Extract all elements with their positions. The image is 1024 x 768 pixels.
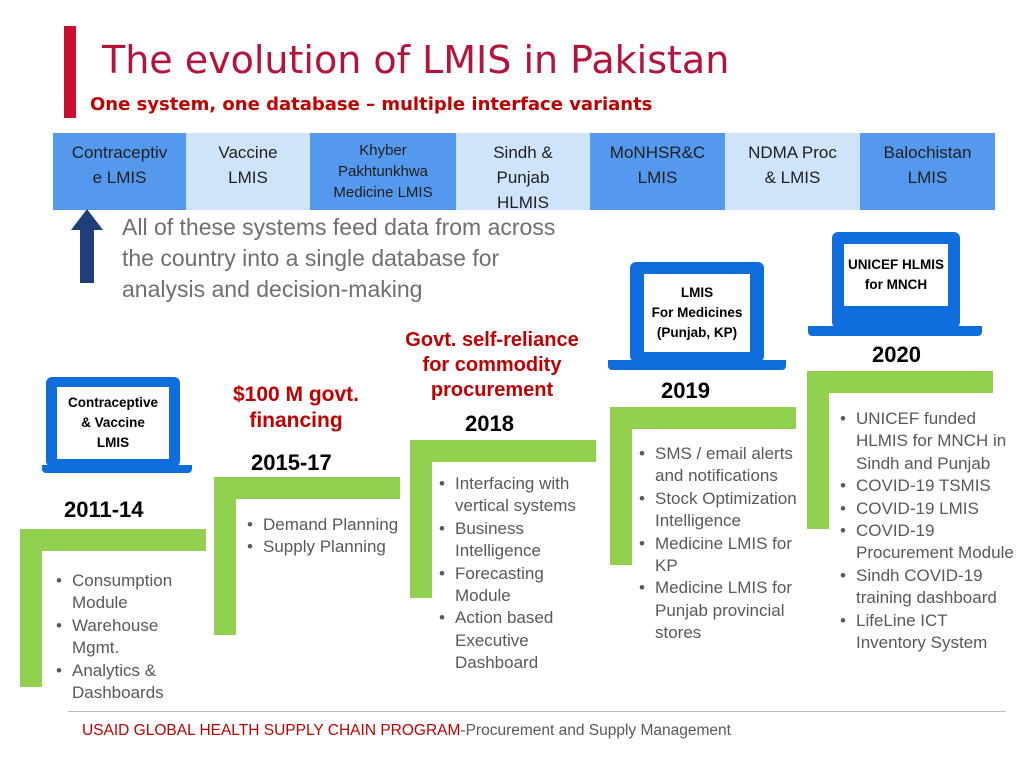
goal-2015: $100 M govt. financing [206, 382, 386, 434]
system-line: Pakhtunkhwa [337, 163, 429, 180]
list-item: Consumption Module [54, 570, 204, 615]
system-line: e LMIS [92, 168, 147, 187]
bullets-2018: Interfacing with vertical systems Busine… [437, 473, 599, 675]
list-item: Forecasting Module [437, 563, 599, 608]
bullets-2019: SMS / email alerts and notifications Sto… [637, 443, 813, 645]
footer-program: USAID GLOBAL HEALTH SUPPLY CHAIN PROGRAM [82, 722, 461, 739]
system-monhsrc-lmis: MoNHSR&C LMIS [590, 133, 725, 210]
list-item: Business Intelligence [437, 518, 599, 563]
up-arrow-icon [71, 209, 103, 283]
laptop-line: & Vaccine [81, 415, 145, 430]
year-2019: 2019 [661, 378, 710, 403]
list-item: Demand Planning [245, 514, 405, 537]
list-item: Medicine LMIS for KP [637, 533, 813, 578]
step-bar-2015 [214, 477, 400, 499]
system-line: MoNHSR&C [609, 143, 706, 162]
list-item: LifeLine ICT Inventory System [838, 610, 1014, 655]
goal-line: $100 M govt. [232, 383, 360, 406]
laptop-line: Contraceptive [67, 395, 159, 410]
page-subtitle: One system, one database – multiple inte… [90, 94, 653, 115]
step-bar-2018 [410, 440, 596, 462]
laptop-line: for MNCH [864, 277, 928, 292]
title-accent-bar [64, 26, 76, 118]
system-balochistan-lmis: Balochistan LMIS [860, 133, 995, 210]
laptop-line: UNICEF HLMIS [848, 257, 944, 272]
systems-row: Contraceptiv e LMIS Vaccine LMIS Khyber Pak… [53, 133, 995, 210]
year-2020: 2020 [872, 342, 921, 367]
year-2015-17: 2015-17 [251, 450, 332, 475]
list-item: Interfacing with vertical systems [437, 473, 599, 518]
bullets-2015: Demand Planning Supply Planning [245, 514, 405, 559]
system-contraceptive-lmis: Contraceptiv e LMIS [53, 133, 186, 210]
system-sindh-punjab-hlmis: Sindh & Punjab HLMIS [456, 133, 590, 210]
step-stem-2019 [610, 407, 632, 565]
list-item: Stock Optimization Intelligence [637, 488, 813, 533]
step-stem-2018 [410, 440, 432, 598]
system-line: Vaccine [218, 143, 278, 162]
list-item: COVID-19 TSMIS [838, 475, 1014, 498]
list-item: Supply Planning [245, 536, 405, 559]
system-line: HLMIS [497, 193, 549, 210]
laptop-line: LMIS [680, 285, 714, 300]
laptop-icon-2011: Contraceptive & Vaccine LMIS [42, 377, 192, 473]
system-line: NDMA Proc [748, 143, 837, 162]
page-title: The evolution of LMIS in Pakistan [102, 38, 730, 82]
system-vaccine-lmis: Vaccine LMIS [186, 133, 310, 210]
footer-divider [68, 711, 1006, 712]
goal-line: Govt. self-reliance [405, 329, 579, 351]
goal-2018: Govt. self-reliance for commodity procur… [392, 328, 592, 403]
system-line: LMIS [637, 168, 678, 187]
system-line: Medicine LMIS [333, 184, 433, 201]
list-item: Action based Executive Dashboard [437, 607, 599, 674]
goal-line: procurement [430, 379, 554, 401]
system-line: Sindh & [493, 143, 553, 162]
system-line: LMIS [228, 168, 268, 187]
step-bar-2020 [807, 371, 993, 393]
laptop-icon-2019: LMIS For Medicines (Punjab, KP) [608, 262, 786, 370]
laptop-line: (Punjab, KP) [656, 325, 738, 340]
goal-line: financing [249, 409, 343, 432]
list-item: Sindh COVID-19 training dashboard [838, 565, 1014, 610]
footer-subtitle: -Procurement and Supply Management [460, 722, 731, 739]
footer: USAID GLOBAL HEALTH SUPPLY CHAIN PROGRAM… [82, 722, 731, 740]
laptop-line: LMIS [96, 435, 130, 450]
year-2018: 2018 [465, 411, 514, 436]
laptop-icon-2020: UNICEF HLMIS for MNCH [808, 232, 982, 336]
system-line: Balochistan [883, 143, 972, 162]
system-kp-medicine-lmis: Khyber Pakhtunkhwa Medicine LMIS [310, 133, 456, 210]
system-line: Khyber [359, 142, 407, 159]
system-line: LMIS [907, 168, 948, 187]
bullets-2020: UNICEF funded HLMIS for MNCH in Sindh an… [838, 408, 1014, 654]
year-2011-14: 2011-14 [64, 497, 144, 522]
step-stem-2011 [20, 529, 42, 687]
step-stem-2015 [214, 477, 236, 635]
system-line: Punjab [496, 168, 550, 187]
list-item: UNICEF funded HLMIS for MNCH in Sindh an… [838, 408, 1014, 475]
system-ndma-proc-lmis: NDMA Proc & LMIS [725, 133, 860, 210]
list-item: COVID-19 LMIS [838, 498, 1014, 521]
system-line: & LMIS [764, 168, 821, 187]
system-line: Contraceptiv [71, 143, 168, 162]
list-item: SMS / email alerts and notifications [637, 443, 813, 488]
laptop-line: For Medicines [651, 305, 743, 320]
list-item: Warehouse Mgmt. [54, 615, 204, 660]
step-bar-2019 [610, 407, 796, 429]
list-item: Analytics & Dashboards [54, 660, 204, 705]
bullets-2011: Consumption Module Warehouse Mgmt. Analy… [54, 570, 204, 704]
step-bar-2011 [20, 529, 206, 551]
list-item: Medicine LMIS for Punjab provincial stor… [637, 577, 813, 644]
feed-description: All of these systems feed data from acro… [122, 214, 556, 302]
goal-line: for commodity [422, 354, 562, 376]
list-item: COVID-19 Procurement Module [838, 520, 1014, 565]
